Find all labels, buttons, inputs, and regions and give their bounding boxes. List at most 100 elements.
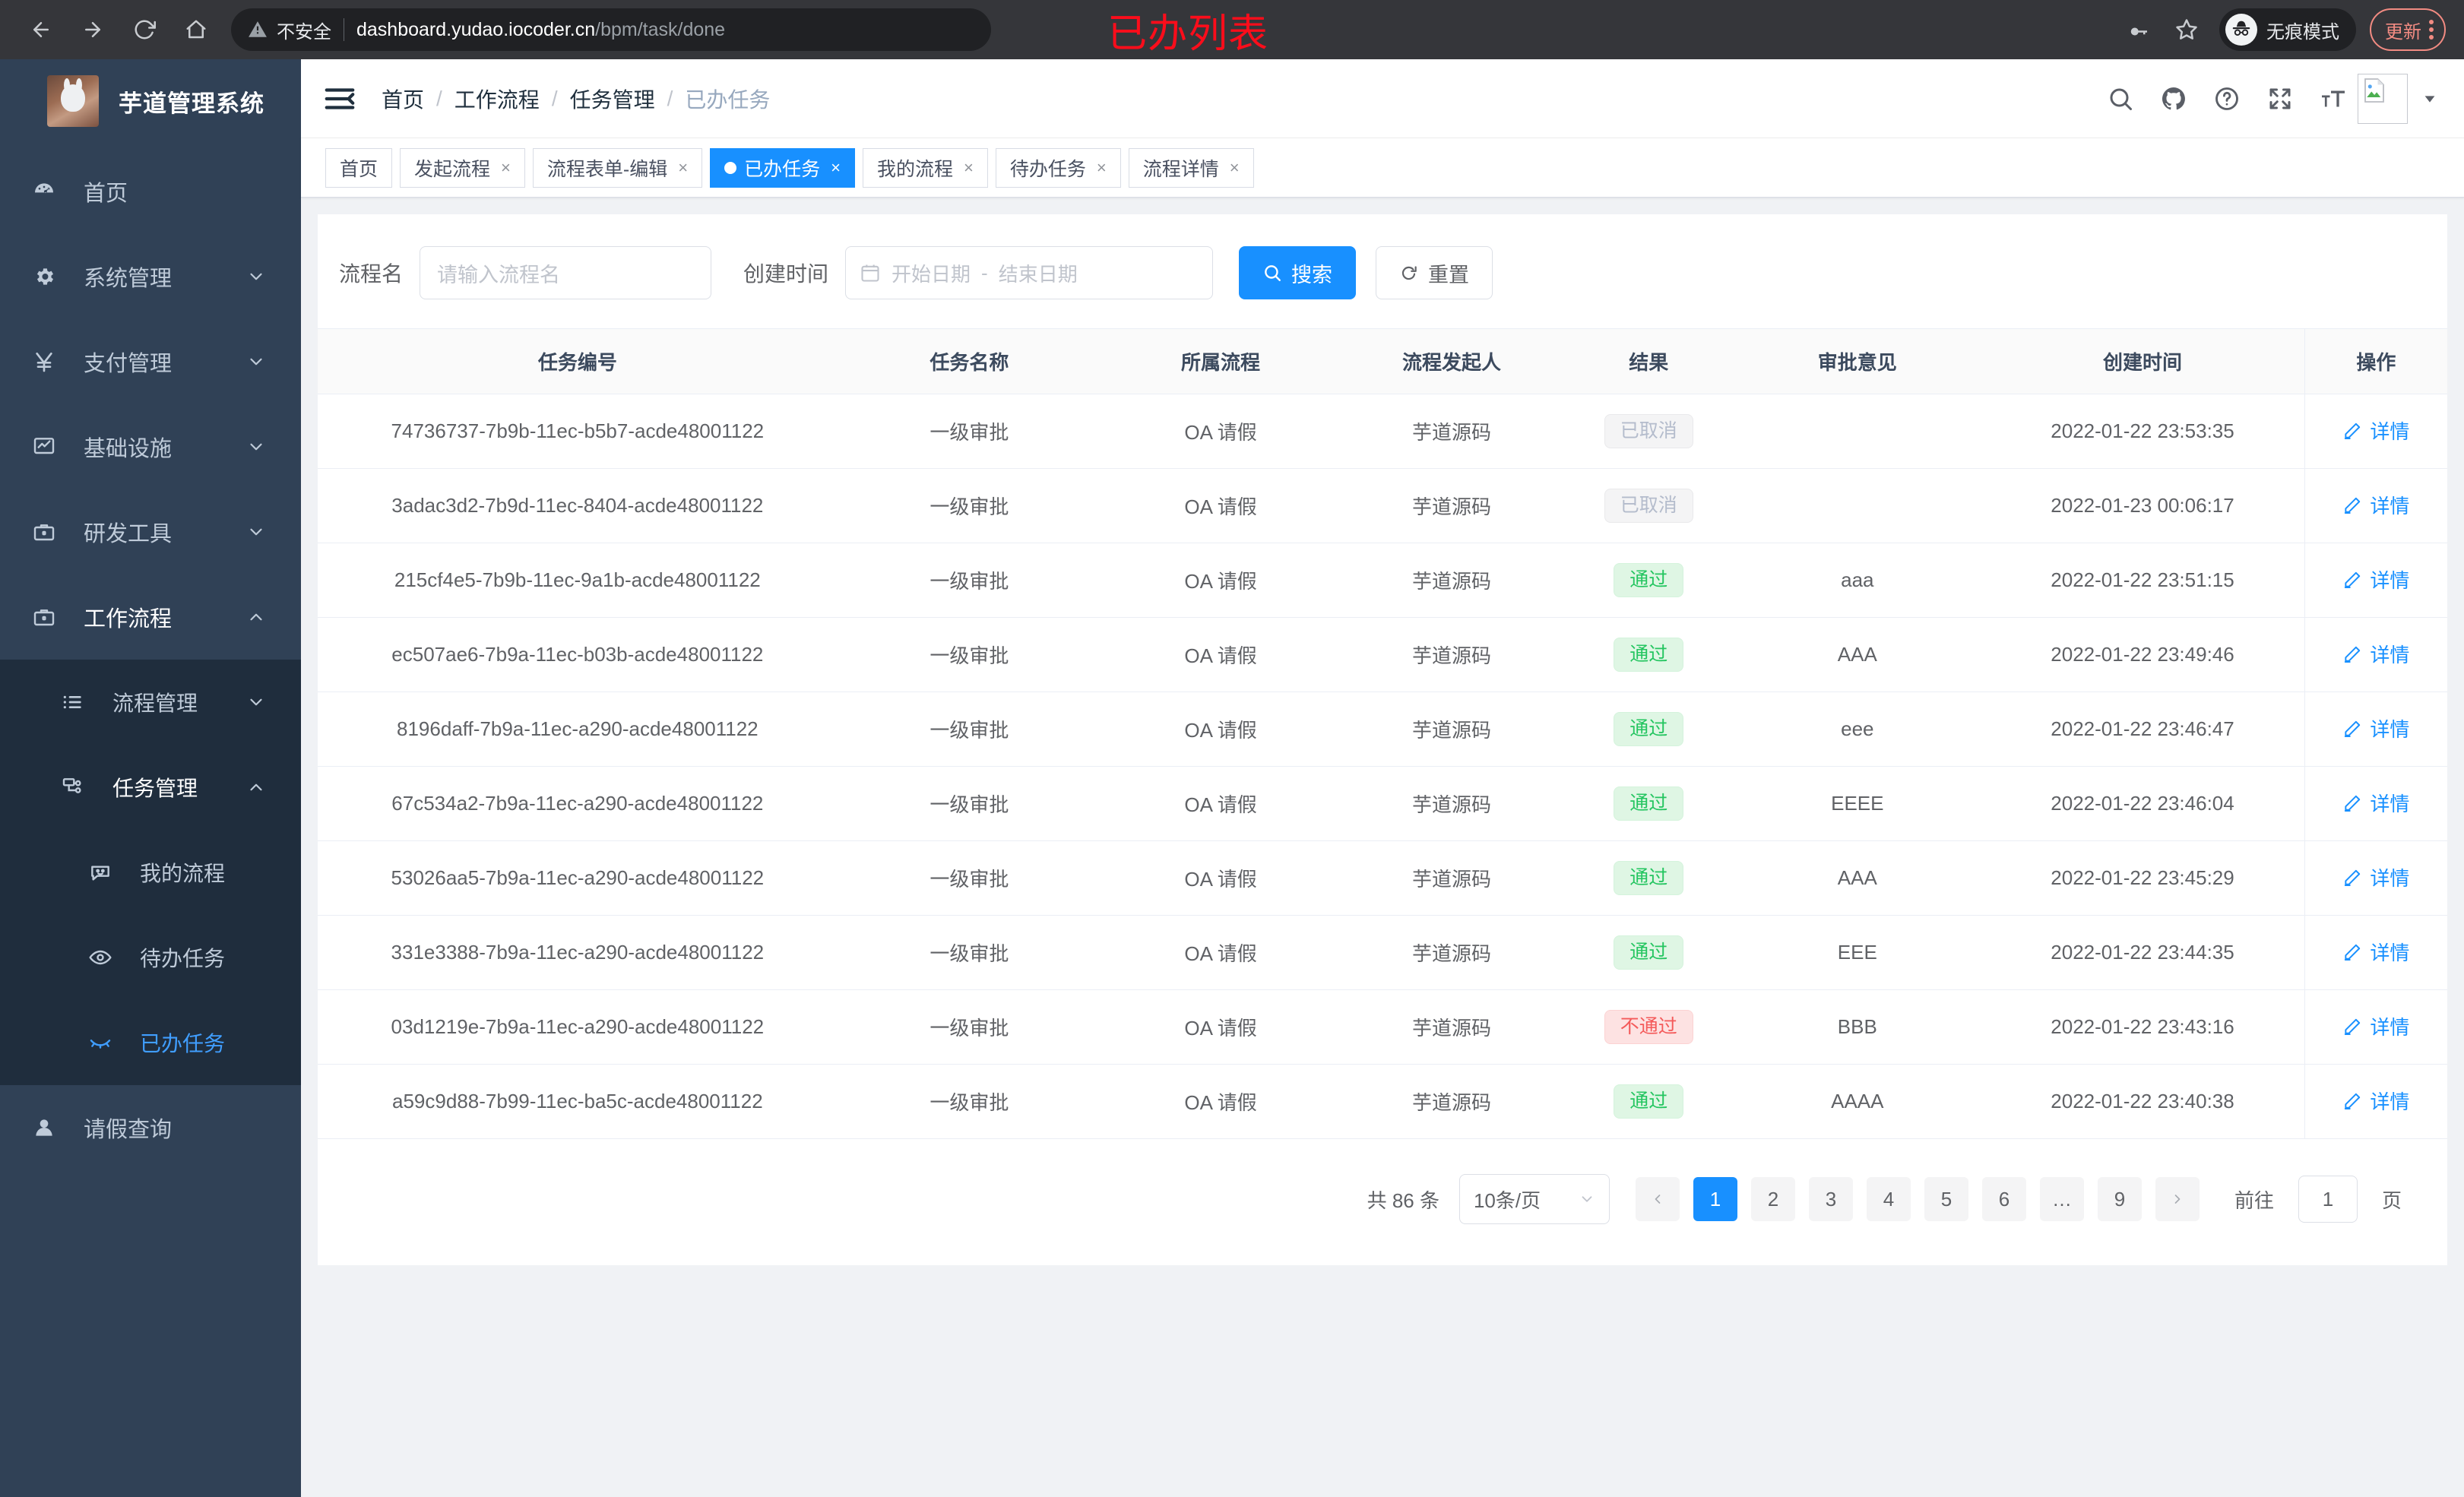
detail-link[interactable]: 详情	[2342, 789, 2409, 817]
github-icon[interactable]	[2160, 85, 2187, 112]
close-icon[interactable]: ×	[678, 157, 689, 177]
detail-link[interactable]: 详情	[2342, 938, 2409, 966]
star-icon[interactable]	[2165, 8, 2209, 52]
close-icon[interactable]: ×	[831, 157, 841, 177]
created-time-range-picker[interactable]: 开始日期 - 结束日期	[845, 246, 1214, 299]
page-button-9[interactable]: 9	[2097, 1177, 2142, 1221]
detail-link-label: 详情	[2370, 942, 2410, 965]
column-header-task-id: 任务编号	[318, 328, 838, 394]
tab-process-detail[interactable]: 流程详情 ×	[1128, 147, 1254, 188]
sidebar-item-todo-tasks[interactable]: 待办任务	[0, 915, 301, 1000]
reset-button[interactable]: 重置	[1376, 246, 1493, 299]
kebab-menu-icon[interactable]	[2429, 20, 2434, 40]
cell-comment: EEE	[1734, 915, 1981, 990]
detail-link[interactable]: 详情	[2342, 714, 2409, 742]
key-icon[interactable]	[2117, 8, 2162, 52]
help-circle-icon[interactable]	[2213, 85, 2241, 112]
cell-process: OA 请假	[1101, 766, 1340, 841]
security-status-label: 不安全	[277, 21, 331, 43]
breadcrumb-item-home[interactable]: 首页	[382, 87, 425, 112]
back-arrow-icon[interactable]	[18, 7, 64, 52]
tab-home[interactable]: 首页	[325, 147, 393, 188]
page-button-5[interactable]: 5	[1924, 1177, 1968, 1221]
sidebar-item-dev-tools[interactable]: 研发工具	[0, 489, 301, 574]
next-page-button[interactable]	[2155, 1177, 2200, 1221]
cell-comment	[1734, 468, 1981, 543]
goto-page-input[interactable]: 1	[2298, 1176, 2358, 1223]
fullscreen-icon[interactable]	[2266, 85, 2294, 112]
sidebar-item-leave-query[interactable]: 请假查询	[0, 1085, 301, 1170]
sidebar-item-my-process[interactable]: 我的流程	[0, 830, 301, 915]
detail-link[interactable]: 详情	[2342, 491, 2409, 519]
detail-link-label: 详情	[2370, 1090, 2410, 1114]
close-icon[interactable]: ×	[1229, 157, 1240, 177]
close-icon[interactable]: ×	[501, 157, 511, 177]
breadcrumb-item-workflow[interactable]: 工作流程	[454, 87, 540, 112]
page-button-3[interactable]: 3	[1808, 1177, 1853, 1221]
page-button-6[interactable]: 6	[1981, 1177, 2026, 1221]
pencil-icon	[2345, 720, 2361, 737]
search-icon[interactable]	[2107, 85, 2134, 112]
search-button[interactable]: 搜索	[1239, 246, 1357, 299]
detail-link[interactable]: 详情	[2342, 863, 2409, 891]
cell-actions: 详情	[2304, 989, 2447, 1065]
tab-done-tasks[interactable]: 已办任务 ×	[710, 147, 855, 188]
cell-initiator: 芋道源码	[1339, 766, 1564, 841]
close-icon[interactable]: ×	[963, 157, 974, 177]
sidebar-item-label: 我的流程	[140, 862, 226, 885]
table-row: a59c9d88-7b99-11ec-ba5c-acde48001122 一级审批…	[318, 1064, 2447, 1139]
reload-icon[interactable]	[122, 7, 167, 52]
sidebar-item-home[interactable]: 首页	[0, 149, 301, 234]
font-size-icon[interactable]	[2320, 85, 2347, 112]
home-icon[interactable]	[173, 7, 219, 52]
address-bar[interactable]: 不安全 dashboard.yudao.iocoder.cn/bpm/task/…	[231, 8, 991, 51]
tab-todo-tasks[interactable]: 待办任务 ×	[995, 147, 1121, 188]
cell-result: 通过	[1563, 692, 1734, 767]
detail-link[interactable]: 详情	[2342, 416, 2409, 445]
refresh-icon	[1401, 266, 1417, 280]
tab-start-process[interactable]: 发起流程 ×	[400, 147, 525, 188]
page-ellipsis-button[interactable]: …	[2039, 1177, 2084, 1221]
cell-task-name: 一级审批	[837, 915, 1102, 990]
chevron-down-icon[interactable]	[2421, 90, 2438, 107]
sidebar-item-system-management[interactable]: 系统管理	[0, 234, 301, 319]
page-size-select[interactable]: 10条/页	[1458, 1174, 1610, 1224]
browser-nav-buttons	[18, 7, 219, 52]
tab-my-process[interactable]: 我的流程 ×	[862, 147, 988, 188]
sidebar-item-done-tasks[interactable]: 已办任务	[0, 1000, 301, 1085]
sidebar-item-workflow[interactable]: 工作流程	[0, 574, 301, 660]
close-icon[interactable]: ×	[1096, 157, 1107, 177]
brand[interactable]: 芋道管理系统	[0, 59, 301, 143]
sidebar-item-payment-management[interactable]: 支付管理	[0, 319, 301, 404]
cell-comment: EEEE	[1734, 766, 1981, 841]
sidebar-item-process-management[interactable]: 流程管理	[0, 660, 301, 745]
tab-process-form-edit[interactable]: 流程表单-编辑 ×	[532, 147, 703, 188]
avatar[interactable]	[2358, 73, 2408, 124]
chevron-down-icon	[246, 352, 266, 372]
detail-link[interactable]: 详情	[2342, 565, 2409, 593]
incognito-badge[interactable]: 无痕模式	[2219, 8, 2356, 51]
process-name-input[interactable]: 请输入流程名	[420, 246, 712, 299]
page-button-1[interactable]: 1	[1693, 1177, 1737, 1221]
cell-result: 不通过	[1563, 989, 1734, 1065]
page-button-4[interactable]: 4	[1866, 1177, 1911, 1221]
sidebar-item-label: 首页	[84, 182, 128, 206]
cell-task-id: 8196daff-7b9a-11ec-a290-acde48001122	[318, 692, 838, 767]
table-row: 53026aa5-7b9a-11ec-a290-acde48001122 一级审批…	[318, 840, 2447, 916]
page-button-2[interactable]: 2	[1750, 1177, 1795, 1221]
sidebar-item-infrastructure[interactable]: 基础设施	[0, 404, 301, 489]
prev-page-button[interactable]	[1635, 1177, 1680, 1221]
update-button[interactable]: 更新	[2370, 8, 2446, 51]
content-panel: 流程名 请输入流程名 创建时间 开始日期 - 结束日期	[318, 214, 2447, 1265]
breadcrumb-item-task-management[interactable]: 任务管理	[569, 87, 655, 112]
sidebar-item-task-management[interactable]: 任务管理	[0, 745, 301, 830]
detail-link[interactable]: 详情	[2342, 640, 2409, 668]
filter-bar: 流程名 请输入流程名 创建时间 开始日期 - 结束日期	[318, 214, 2447, 328]
forward-arrow-icon[interactable]	[70, 7, 116, 52]
detail-link[interactable]: 详情	[2342, 1012, 2409, 1040]
gear-icon	[32, 264, 67, 289]
hamburger-menu-icon[interactable]	[322, 81, 357, 116]
search-button-label: 搜索	[1291, 263, 1333, 286]
detail-link[interactable]: 详情	[2342, 1087, 2409, 1115]
cell-task-name: 一级审批	[837, 989, 1102, 1065]
